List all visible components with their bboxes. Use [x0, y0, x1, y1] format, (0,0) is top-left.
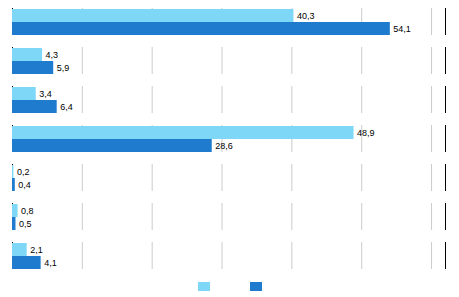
svg-text:4,1: 4,1: [44, 258, 57, 268]
svg-text:54,1: 54,1: [393, 24, 411, 34]
svg-text:2,1: 2,1: [30, 245, 43, 255]
svg-text:40,3: 40,3: [297, 11, 315, 21]
svg-text:0,8: 0,8: [21, 206, 34, 216]
svg-text:6,4: 6,4: [60, 102, 73, 112]
svg-text:3,4: 3,4: [39, 89, 52, 99]
svg-text:0,5: 0,5: [19, 219, 32, 229]
svg-text:28,6: 28,6: [215, 141, 233, 151]
svg-text:5,9: 5,9: [57, 63, 70, 73]
svg-text:0,4: 0,4: [18, 180, 31, 190]
svg-text:0,2: 0,2: [17, 167, 30, 177]
svg-text:48,9: 48,9: [357, 128, 375, 138]
svg-text:4,3: 4,3: [46, 50, 59, 60]
